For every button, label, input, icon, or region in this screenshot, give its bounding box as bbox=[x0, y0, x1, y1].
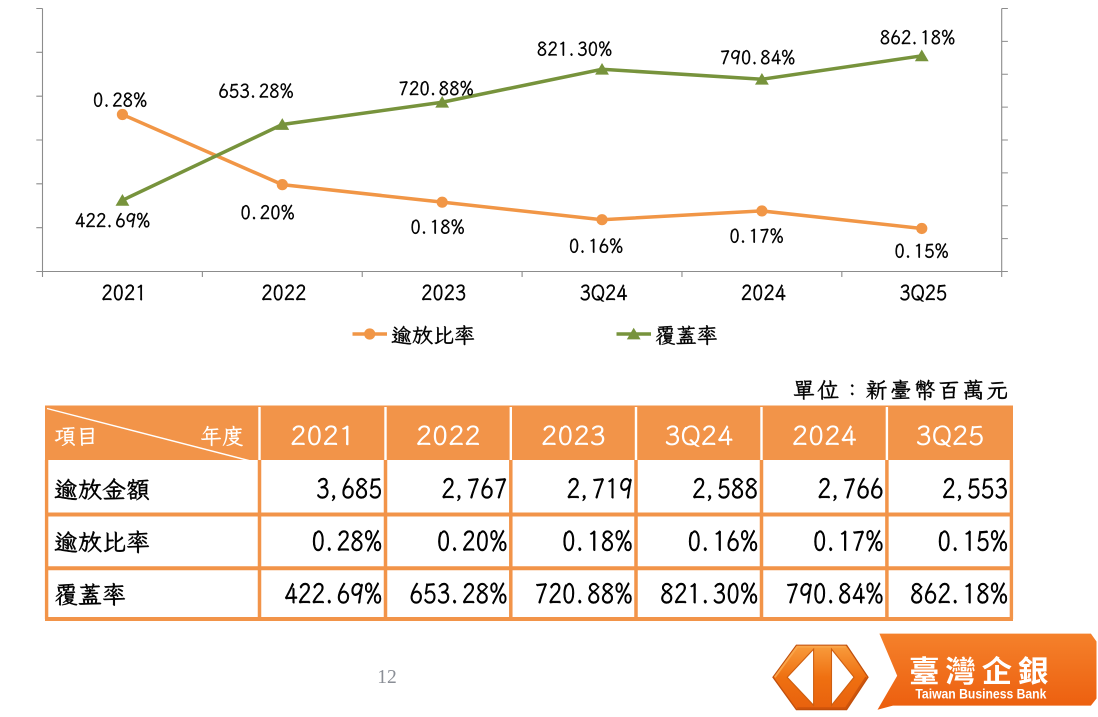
svg-text:Taiwan Business Bank: Taiwan Business Bank bbox=[915, 687, 1046, 702]
svg-text:12: 12 bbox=[377, 667, 397, 688]
